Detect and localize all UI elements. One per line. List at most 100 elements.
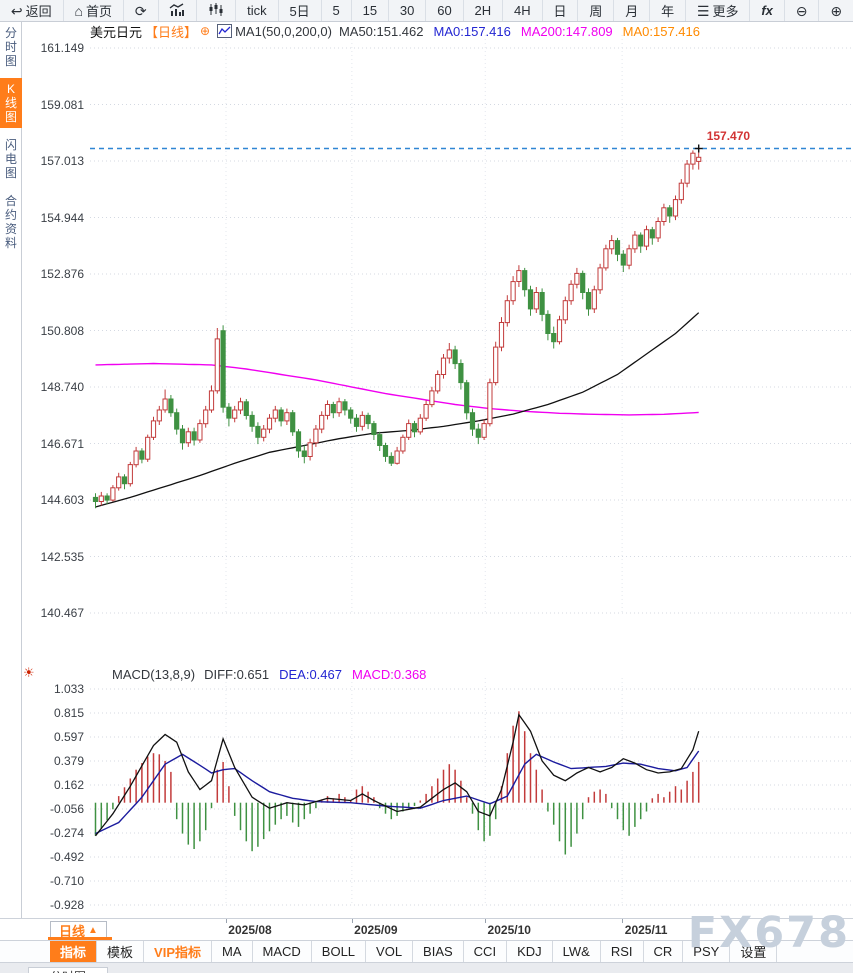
formula-button[interactable]: fx [750, 0, 785, 21]
zoom-in-icon: ⊕ [830, 2, 843, 19]
macd-axis-label: 1.033 [53, 682, 84, 696]
period-60m-button[interactable]: 60 [426, 0, 464, 21]
symbol-name: 美元日元 [90, 24, 143, 40]
date-tick [226, 919, 227, 923]
home-button[interactable]: ⌂ 首页 [64, 0, 124, 21]
macd-header: MACD(13,8,9) DIFF:0.651 DEA:0.467 MACD:0.3… [112, 667, 426, 682]
tab-kdj[interactable]: KDJ [507, 941, 553, 962]
tab-vol[interactable]: VOL [366, 941, 414, 962]
formula-button-label: fx [761, 3, 773, 18]
macd-axis-label: -0.710 [49, 874, 84, 888]
indicator-chart-icon[interactable] [217, 24, 233, 38]
tab-time-chart-partial[interactable]: 分时图 [28, 967, 108, 973]
tab-ma[interactable]: MA [212, 941, 253, 962]
date-label: 2025/09 [354, 923, 398, 937]
date-tick [351, 919, 353, 923]
macd-axis-label: 0.162 [53, 778, 84, 792]
tab-cr[interactable]: CR [644, 941, 684, 962]
last-price-label: 157.470 [706, 128, 751, 143]
main-candle-chart[interactable] [90, 35, 853, 648]
price-axis-label: 157.013 [40, 154, 84, 168]
period-month-button-label: 月 [625, 4, 639, 19]
macd-axis-label: 0.379 [53, 754, 84, 768]
period-month-button[interactable]: 月 [614, 0, 651, 21]
top-toolbar: ↩ 返回 ⌂ 首页 ⟳ tick 5日 5 15 30 60 2H 4H 日周月年 ☰ 更多 fx ⊖ ⊕ [0, 0, 853, 22]
period-2h-button-label: 2H [474, 3, 492, 18]
period-15m-button[interactable]: 15 [352, 0, 389, 21]
tab-settings[interactable]: 设置 [730, 941, 778, 962]
bar-chart-icon [169, 3, 185, 18]
sidebar-item-lightning-chart[interactable]: 闪电图 [4, 138, 17, 180]
period-30m-button-label: 30 [399, 3, 415, 18]
price-axis-label: 161.149 [40, 41, 84, 55]
back-arrow-icon: ↩ [10, 2, 23, 19]
home-icon: ⌂ [74, 2, 83, 19]
period-year-button-label: 年 [661, 4, 675, 19]
refresh-icon: ⟳ [134, 2, 147, 19]
tab-boll[interactable]: BOLL [312, 941, 367, 962]
tab-cci[interactable]: CCI [464, 941, 508, 962]
sidebar-item-contract-info[interactable]: 合约资料 [4, 194, 17, 250]
price-axis-label: 152.876 [40, 267, 84, 281]
chart-header: 美元日元 【日线】 ⊕ MA1(50,0,200,0) MA50:151.462… [90, 23, 700, 40]
period-15m-button-label: 15 [362, 3, 378, 18]
tab-template[interactable]: 模板 [97, 941, 145, 962]
tab-macd[interactable]: MACD [253, 941, 312, 962]
triangle-up-icon: ▲ [88, 924, 98, 936]
value-chip: DEA:0.467 [279, 667, 342, 682]
candle-chart-button[interactable] [197, 0, 237, 21]
period-week-button[interactable]: 周 [578, 0, 615, 21]
period-selector-button[interactable]: 日线 ▲ [50, 921, 107, 939]
period-4h-button[interactable]: 4H [503, 0, 543, 21]
more-button[interactable]: ☰ 更多 [686, 0, 751, 21]
refresh-button[interactable]: ⟳ [124, 0, 159, 21]
tab-bias[interactable]: BIAS [413, 941, 464, 962]
price-axis-label: 144.603 [40, 493, 84, 507]
price-axis-label: 159.081 [40, 97, 84, 112]
expand-icon[interactable]: ⊕ [200, 24, 211, 38]
value-chip: MA0:157.416 [433, 23, 511, 39]
tick-button[interactable]: tick [236, 0, 279, 21]
macd-axis-label: 0.815 [53, 706, 84, 720]
price-axis-label: 154.944 [40, 210, 84, 225]
macd-axis-label: -0.492 [49, 850, 84, 864]
back-button[interactable]: ↩ 返回 [0, 0, 64, 21]
date-tick [622, 919, 624, 923]
tab-lw[interactable]: LW& [553, 941, 601, 962]
zoom-in-button[interactable]: ⊕ [819, 0, 853, 21]
macd-axis-label: -0.274 [49, 826, 84, 840]
macd-axis-label: -0.928 [49, 898, 84, 912]
tab-psy[interactable]: PSY [683, 941, 731, 962]
period-5m-button[interactable]: 5 [322, 0, 352, 21]
value-chip: MA0:157.416 [622, 23, 700, 39]
period-year-button[interactable]: 年 [650, 0, 686, 21]
period-30m-button[interactable]: 30 [389, 0, 427, 21]
sidebar-item-time-chart[interactable]: 分时图 [4, 26, 17, 68]
bar-chart-button[interactable] [159, 0, 198, 21]
period-2h-button[interactable]: 2H [464, 0, 504, 21]
zoom-out-button[interactable]: ⊖ [785, 0, 820, 21]
price-axis-label: 142.535 [40, 549, 84, 564]
period-day-button[interactable]: 日 [543, 0, 579, 21]
period-5m-button-label: 5 [332, 3, 340, 18]
menu-icon: ☰ [696, 2, 710, 19]
period-tag: 【日线】 [145, 24, 198, 40]
date-label: 2025/08 [228, 923, 272, 937]
home-button-label: 首页 [85, 4, 112, 19]
date-label: 2025/10 [487, 923, 531, 937]
partial-bottom-row: 分时图 [0, 963, 853, 973]
value-chip: MA200:147.809 [520, 23, 613, 39]
macd-settings-icon[interactable]: ☀ [23, 665, 35, 680]
macd-values: DIFF:0.651 DEA:0.467 MACD:0.368 [204, 667, 426, 682]
indicator-values: MA50:151.462 MA0:157.416 MA200:147.809 MA0:… [339, 24, 700, 39]
macd-chart[interactable] [90, 678, 853, 918]
tab-indicator[interactable]: 指标 [50, 941, 98, 962]
period-5d-button[interactable]: 5日 [279, 0, 322, 21]
period-underline [48, 937, 112, 940]
tab-vip-indicator[interactable]: VIP指标 [144, 941, 212, 962]
price-axis-label: 148.740 [40, 380, 84, 394]
tab-rsi[interactable]: RSI [601, 941, 644, 962]
value-chip: MACD:0.368 [351, 667, 427, 682]
